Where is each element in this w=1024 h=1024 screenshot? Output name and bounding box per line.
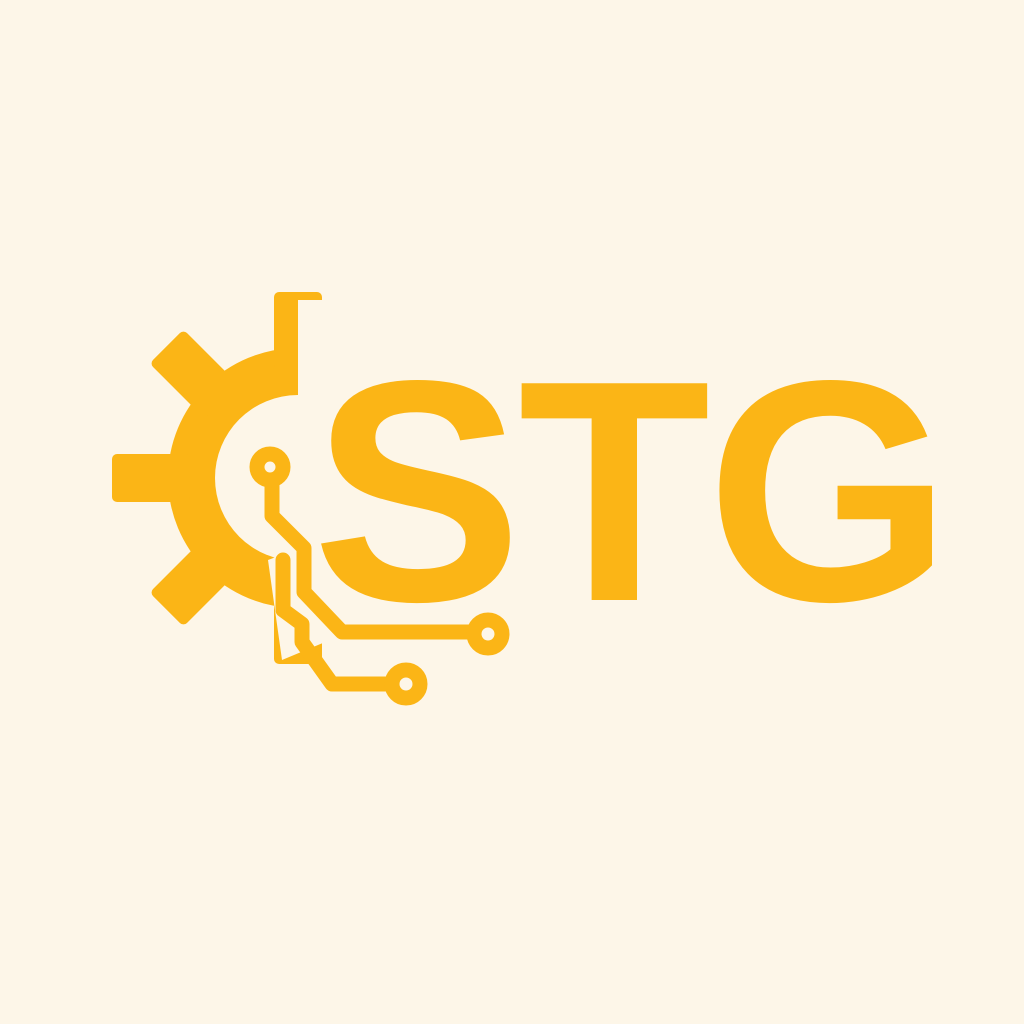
circuit-nodes xyxy=(249,446,510,706)
gear-shape xyxy=(112,292,484,664)
circuit-traces xyxy=(264,474,478,692)
wordmark: STG xyxy=(312,315,952,667)
